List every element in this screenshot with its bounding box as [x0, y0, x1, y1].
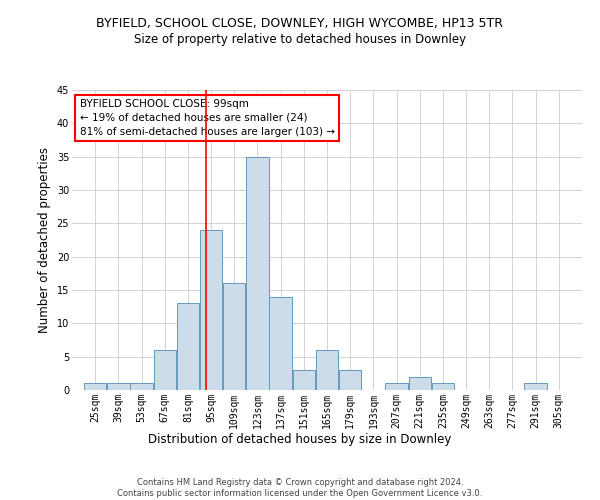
Bar [339, 370, 361, 390]
Bar [409, 376, 431, 390]
Text: BYFIELD SCHOOL CLOSE: 99sqm
← 19% of detached houses are smaller (24)
81% of sem: BYFIELD SCHOOL CLOSE: 99sqm ← 19% of det… [80, 99, 335, 137]
Bar [200, 230, 222, 390]
Text: BYFIELD, SCHOOL CLOSE, DOWNLEY, HIGH WYCOMBE, HP13 5TR: BYFIELD, SCHOOL CLOSE, DOWNLEY, HIGH WYC… [97, 18, 503, 30]
Bar [246, 156, 269, 390]
Bar [107, 384, 130, 390]
Bar [293, 370, 315, 390]
Bar [316, 350, 338, 390]
Bar [524, 384, 547, 390]
Bar [432, 384, 454, 390]
Bar [223, 284, 245, 390]
Bar [177, 304, 199, 390]
Text: Size of property relative to detached houses in Downley: Size of property relative to detached ho… [134, 32, 466, 46]
Bar [385, 384, 408, 390]
Y-axis label: Number of detached properties: Number of detached properties [38, 147, 51, 333]
Bar [130, 384, 153, 390]
Text: Contains HM Land Registry data © Crown copyright and database right 2024.
Contai: Contains HM Land Registry data © Crown c… [118, 478, 482, 498]
Bar [84, 384, 106, 390]
Bar [154, 350, 176, 390]
Bar [269, 296, 292, 390]
Text: Distribution of detached houses by size in Downley: Distribution of detached houses by size … [148, 432, 452, 446]
